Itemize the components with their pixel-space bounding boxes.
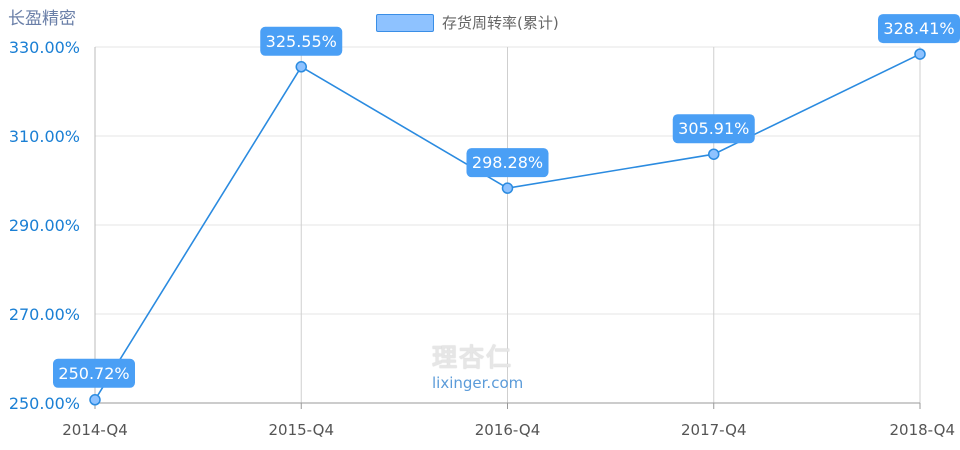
legend-swatch <box>376 13 434 32</box>
x-tick-label: 2017-Q4 <box>681 421 747 439</box>
data-label: 298.28% <box>472 153 543 172</box>
data-point <box>501 182 514 194</box>
data-label: 328.41% <box>883 19 954 38</box>
watermark-logo: 理杏仁 <box>432 343 514 372</box>
x-tick-label: 2014-Q4 <box>62 421 128 439</box>
data-label-box <box>260 26 343 56</box>
data-label: 305.91% <box>678 119 749 138</box>
data-label-box <box>672 114 755 144</box>
data-point <box>89 394 101 406</box>
data-point <box>708 148 720 160</box>
x-tick-label: 2016-Q4 <box>475 421 541 439</box>
company-name: 长盈精密 <box>8 9 76 29</box>
y-tick-label: 330.00% <box>9 38 80 57</box>
x-tick-label: 2015-Q4 <box>269 421 335 439</box>
data-label-box <box>878 14 960 44</box>
x-tick-label: 2018-Q4 <box>890 421 956 439</box>
y-tick-label: 310.00% <box>9 127 80 146</box>
watermark-url: lixinger.com <box>432 374 524 392</box>
data-label: 325.55% <box>266 32 337 51</box>
data-label: 250.72% <box>58 364 129 383</box>
chart-legend[interactable]: 存货周转率(累计) <box>376 12 559 33</box>
legend-label: 存货周转率(累计) <box>442 14 559 32</box>
y-tick-label: 290.00% <box>9 216 80 235</box>
data-point <box>295 61 307 73</box>
data-label-box <box>53 358 135 388</box>
data-point <box>914 48 926 60</box>
y-tick-label: 270.00% <box>9 305 80 324</box>
data-label-box <box>466 148 549 178</box>
y-tick-label: 250.00% <box>9 394 80 413</box>
